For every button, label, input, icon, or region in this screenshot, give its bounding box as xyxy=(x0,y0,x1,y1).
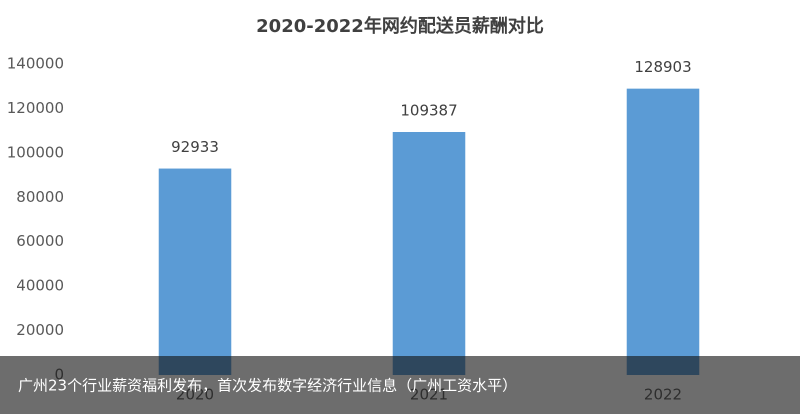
bar xyxy=(392,132,466,375)
data-label: 128903 xyxy=(634,58,691,76)
caption: 广州23个行业薪资福利发布，首次发布数字经济行业信息（广州工资水平） xyxy=(18,377,517,395)
data-label: 92933 xyxy=(171,138,219,156)
y-tick-label: 60000 xyxy=(16,232,64,250)
bar xyxy=(158,168,232,375)
bar xyxy=(626,88,700,376)
y-tick-label: 20000 xyxy=(16,321,64,339)
y-tick-label: 140000 xyxy=(7,55,64,73)
y-tick-label: 40000 xyxy=(16,277,64,295)
y-tick-label: 80000 xyxy=(16,188,64,206)
chart-title: 2020-2022年网约配送员薪酬对比 xyxy=(256,15,544,37)
y-tick-label: 120000 xyxy=(7,99,64,117)
y-tick-label: 100000 xyxy=(7,143,64,161)
data-label: 109387 xyxy=(400,102,457,120)
caption-band xyxy=(0,356,800,414)
